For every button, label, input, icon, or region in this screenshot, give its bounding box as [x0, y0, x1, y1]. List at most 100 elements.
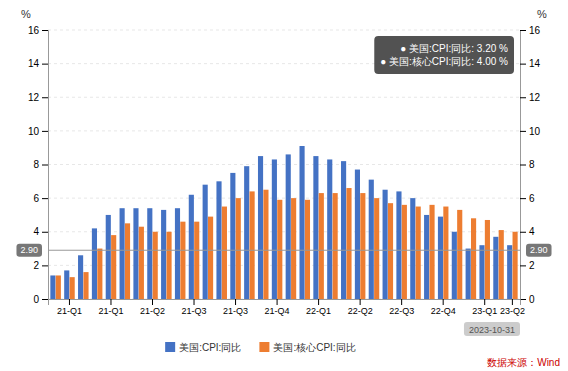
- x-tick: 22-Q1: [306, 299, 331, 316]
- reference-badge-box: [526, 244, 552, 257]
- bar: [153, 232, 158, 299]
- bar: [374, 198, 379, 299]
- y-tick-mark: [42, 30, 48, 31]
- y2-tick: 2: [520, 260, 535, 271]
- bar: [208, 217, 213, 299]
- bar: [388, 203, 393, 299]
- y-tick-label: 8: [33, 159, 39, 170]
- x-tick-mark: [360, 299, 361, 305]
- x-tick-mark: [484, 299, 485, 305]
- y2-tick-label: 14: [529, 58, 541, 69]
- x-tick-mark: [512, 299, 513, 305]
- y2-tick: 4: [520, 226, 535, 237]
- reference-badge: 2.90: [526, 244, 552, 257]
- bar: [355, 170, 360, 299]
- reference-badge-box: [16, 244, 42, 257]
- y2-tick-label: 4: [529, 226, 535, 237]
- y-tick-label: 6: [33, 193, 39, 204]
- x-tick: 22-Q4: [431, 299, 456, 316]
- x-tick: 22-Q2: [348, 299, 373, 316]
- reference-label: 2.90: [20, 245, 38, 255]
- y2-tick-label: 2: [529, 260, 535, 271]
- bar: [250, 191, 255, 299]
- bar: [452, 232, 457, 299]
- bar: [175, 208, 180, 299]
- bar: [106, 215, 111, 299]
- reference-label: 2.90: [530, 245, 548, 255]
- x-tick: 21-Q1: [57, 299, 82, 316]
- y-tick-mark: [42, 131, 48, 132]
- bar: [396, 191, 401, 299]
- y-tick-label: 2: [33, 260, 39, 271]
- bar: [180, 222, 185, 299]
- bar: [272, 159, 277, 299]
- y-tick-label: 4: [33, 226, 39, 237]
- bar: [139, 227, 144, 299]
- bar: [125, 223, 130, 299]
- legend-label: 美国:CPI:同比: [179, 342, 241, 353]
- legend-label: 美国:核心CPI:同比: [273, 342, 355, 353]
- bar: [189, 195, 194, 299]
- bar: [485, 220, 490, 299]
- plot: 0246810121416024681012141621-Q121-Q121-Q…: [16, 8, 551, 336]
- bar: [216, 181, 221, 299]
- y-tick: 8: [33, 159, 48, 170]
- x-tick: 21-Q4: [265, 299, 290, 316]
- x-tick-label: 22-Q4: [431, 306, 456, 316]
- reference-badge: 2.90: [16, 244, 42, 257]
- y2-tick: 16: [520, 25, 541, 36]
- bar: [111, 235, 116, 299]
- bar: [438, 217, 443, 299]
- x-tick-mark: [318, 299, 319, 305]
- x-tick-mark: [110, 299, 111, 305]
- bar: [50, 275, 55, 299]
- x-tick-label: 22-Q1: [306, 306, 331, 316]
- bar: [479, 245, 484, 299]
- bar: [299, 146, 304, 299]
- bar: [133, 208, 138, 299]
- bar: [194, 222, 199, 299]
- y2-tick-label: 12: [529, 92, 541, 103]
- y-tick: 10: [28, 126, 48, 137]
- bar: [277, 200, 282, 299]
- bar: [327, 159, 332, 299]
- x-tick: 21-Q1: [98, 299, 123, 316]
- grid-line: [48, 164, 520, 165]
- y2-tick: 8: [520, 159, 535, 170]
- y-tick-label: 14: [28, 58, 40, 69]
- y-tick-mark: [42, 198, 48, 199]
- bar: [236, 198, 241, 299]
- bar: [147, 208, 152, 299]
- y2-tick-mark: [520, 30, 526, 31]
- y2-tick-mark: [520, 198, 526, 199]
- y2-axis: 0246810121416: [520, 25, 541, 305]
- axis-line: [521, 31, 527, 300]
- bar: [383, 190, 388, 299]
- x-tick: 21-Q2: [140, 299, 165, 316]
- y-tick-mark: [42, 64, 48, 65]
- y-tick-label: 0: [33, 294, 39, 305]
- grid-line: [48, 265, 520, 266]
- bar-series: [56, 188, 518, 299]
- x-tick-mark: [152, 299, 153, 305]
- x-tick-mark: [69, 299, 70, 305]
- y2-tick-mark: [520, 232, 526, 233]
- y-tick: 2: [33, 260, 48, 271]
- y2-tick-label: 8: [529, 159, 535, 170]
- y2-tick-mark: [520, 265, 526, 266]
- bar: [493, 237, 498, 299]
- x-tick: 23-Q2: [500, 299, 525, 316]
- y-tick-mark: [42, 299, 48, 300]
- x-tick-label: 21-Q1: [98, 306, 123, 316]
- y2-tick: 14: [520, 58, 541, 69]
- y-tick-mark: [42, 232, 48, 233]
- x-tick-label: 21-Q1: [57, 306, 82, 316]
- date-label: 2023-10-31: [469, 325, 515, 335]
- bar: [466, 249, 471, 299]
- bar: [161, 210, 166, 299]
- legend-swatch: [259, 342, 269, 352]
- x-tick-mark: [401, 299, 402, 305]
- tooltip-text: ● 美国:核心CPI:同比: 4.00 %: [380, 56, 508, 67]
- y-axis: 0246810121416: [28, 25, 49, 305]
- bar: [333, 193, 338, 299]
